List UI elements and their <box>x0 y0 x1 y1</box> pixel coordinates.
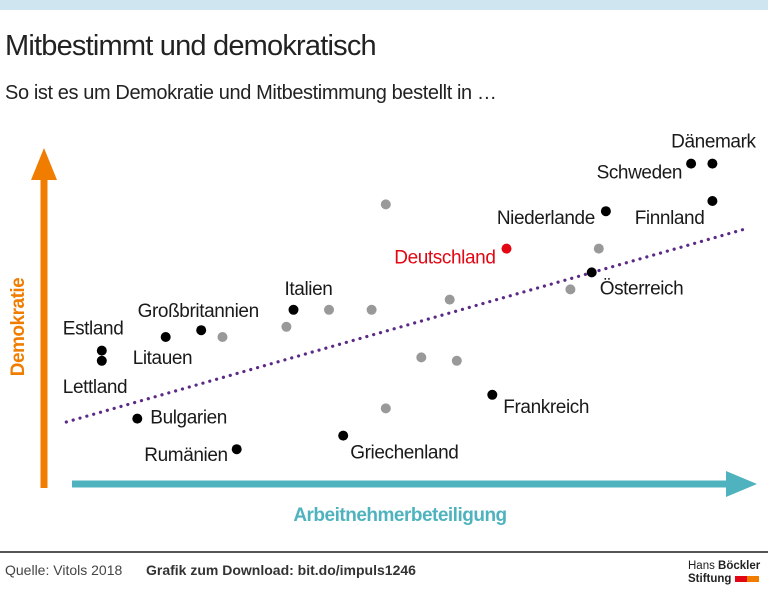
label-litauen: Litauen <box>133 348 193 369</box>
point-lettland <box>96 355 107 366</box>
point-griechenland <box>338 430 349 441</box>
unlabeled-country-point <box>416 352 427 363</box>
point-schweden <box>686 158 697 169</box>
label-dnemark: Dänemark <box>671 132 756 153</box>
unlabeled-country-point <box>380 199 391 210</box>
y-axis-label: Demokratie <box>8 278 29 377</box>
footer-divider <box>0 551 768 553</box>
top-accent-bar <box>0 0 768 10</box>
unlabeled-country-point <box>366 304 377 315</box>
unlabeled-country-point <box>217 332 228 342</box>
unlabeled-country-point <box>380 403 391 414</box>
label-frankreich: Frankreich <box>503 397 589 418</box>
x-axis-label: Arbeitnehmerbeteiligung <box>293 505 506 526</box>
label-grobritannien: Großbritannien <box>138 301 259 322</box>
label-griechenland: Griechenland <box>350 443 458 464</box>
point-frankreich <box>487 389 498 400</box>
trend-line <box>64 226 750 424</box>
point-litauen <box>160 332 171 342</box>
chart-subtitle: So ist es um Demokratie und Mitbestimmun… <box>5 82 497 104</box>
unlabeled-country-point <box>444 294 455 305</box>
unlabeled-country-point <box>281 321 292 332</box>
label-bulgarien: Bulgarien <box>150 408 227 429</box>
download-link[interactable]: Grafik zum Download: bit.do/impuls1246 <box>146 562 416 578</box>
y-axis-arrow <box>31 148 57 488</box>
point-niederlande <box>600 206 611 217</box>
label-sterreich: Österreich <box>600 278 684 299</box>
point-bulgarien <box>132 413 143 424</box>
point-italien <box>288 304 299 315</box>
point-deutschland <box>501 243 512 254</box>
point-sterreich <box>586 267 597 278</box>
label-rumnien: Rumänien <box>144 445 227 466</box>
point-grobritannien <box>196 325 207 336</box>
label-niederlande: Niederlande <box>497 208 595 229</box>
point-dnemark <box>707 158 718 169</box>
unlabeled-country-point <box>565 284 576 295</box>
unlabeled-country-point <box>324 304 334 315</box>
unlabeled-country-point <box>451 355 462 366</box>
point-finnland <box>707 196 718 206</box>
unlabeled-country-point <box>593 243 604 254</box>
source-note: Quelle: Vitols 2018 <box>5 562 123 578</box>
x-axis-arrow <box>72 471 757 497</box>
label-schweden: Schweden <box>597 163 683 184</box>
label-italien: Italien <box>285 279 333 300</box>
label-finnland: Finnland <box>635 208 705 229</box>
point-rumnien <box>231 444 242 455</box>
label-lettland: Lettland <box>63 377 127 398</box>
chart-title: Mitbestimmt und demokratisch <box>5 30 377 62</box>
label-deutschland: Deutschland <box>394 248 495 269</box>
label-estland: Estland <box>63 319 124 340</box>
hans-boeckler-stiftung-logo: Hans Böckler Stiftung <box>688 560 761 585</box>
point-estland <box>96 345 107 356</box>
